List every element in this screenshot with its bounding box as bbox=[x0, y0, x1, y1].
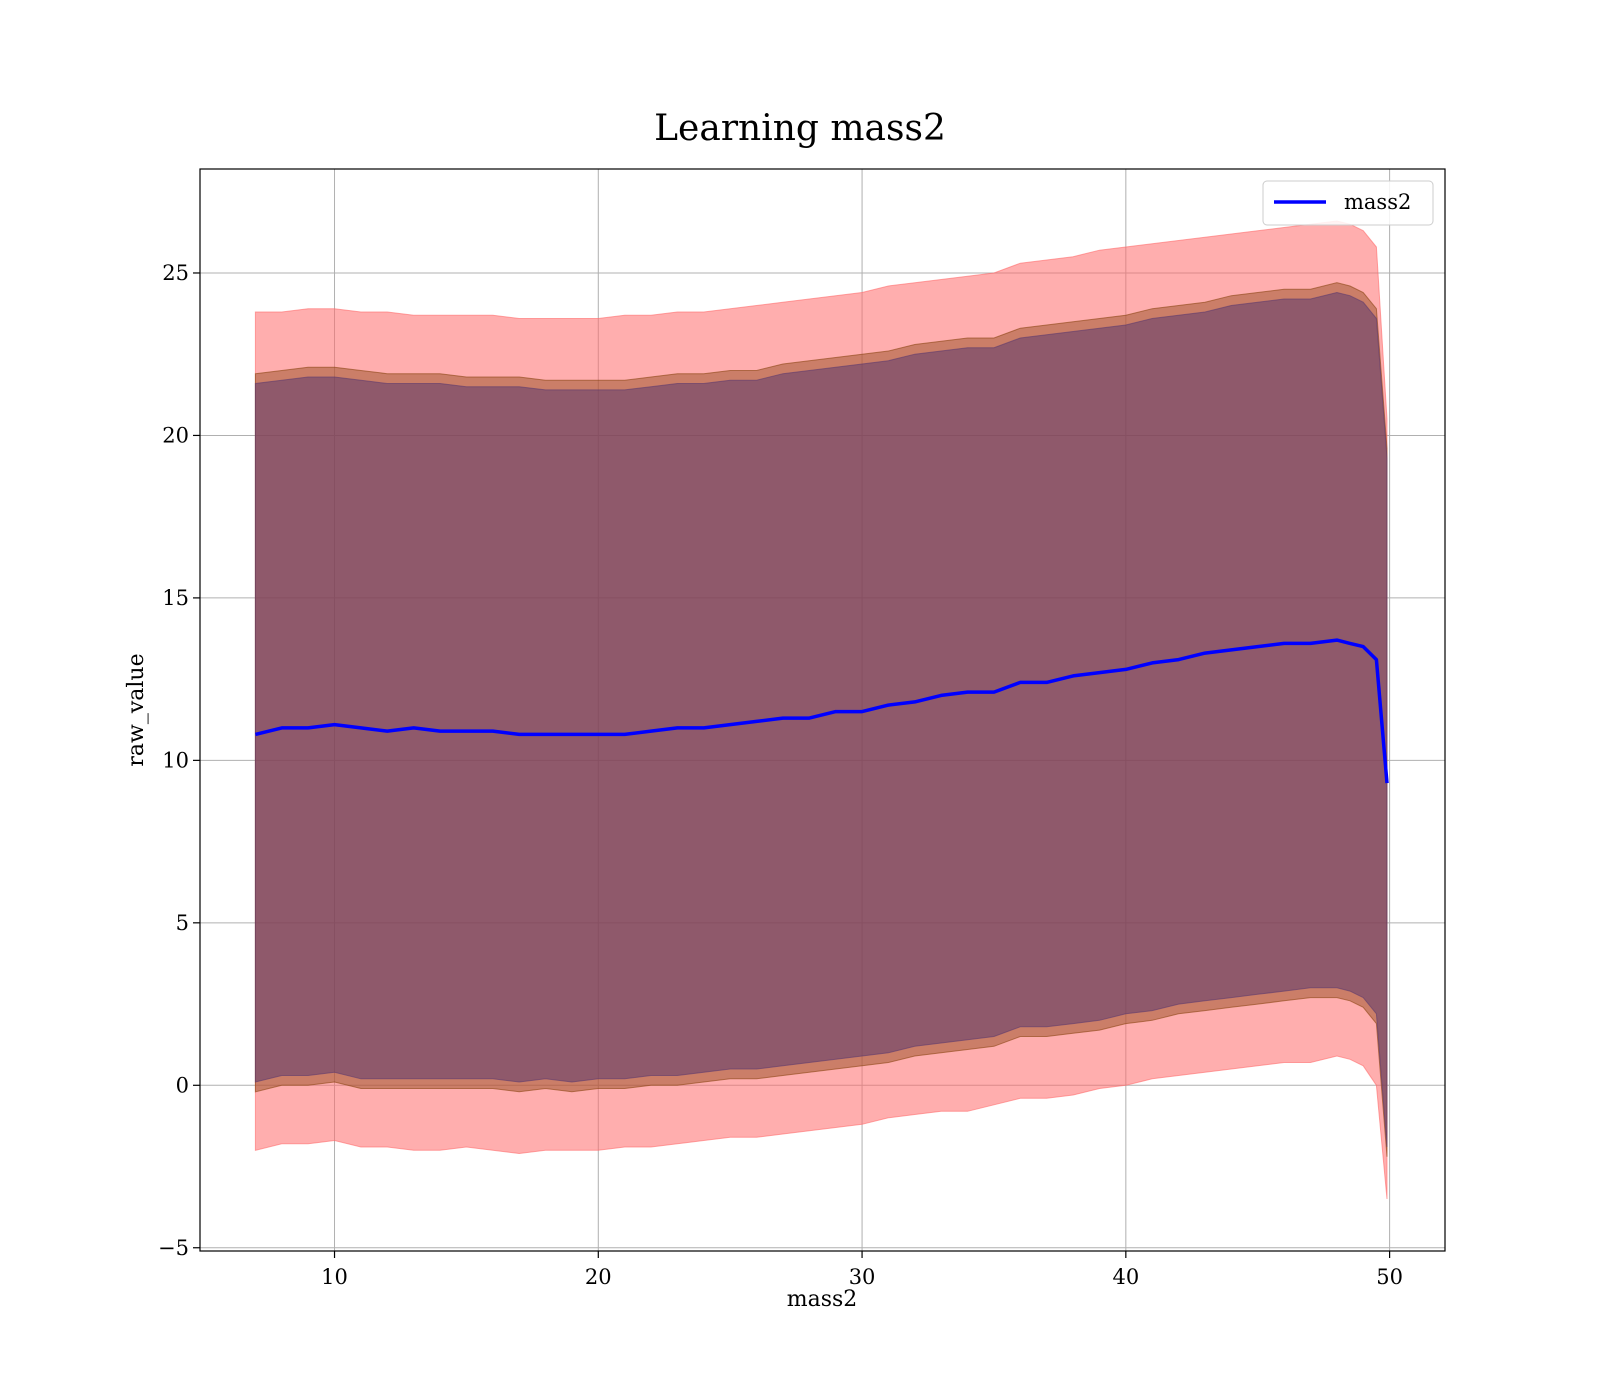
y-tick-label: −5 bbox=[158, 1236, 189, 1260]
bands bbox=[254, 220, 1388, 1200]
legend-box bbox=[1262, 180, 1434, 226]
x-tick-label: 20 bbox=[585, 1265, 612, 1289]
x-tick-label: 50 bbox=[1376, 1265, 1403, 1289]
y-tick-label: 20 bbox=[162, 423, 189, 447]
x-tick-label: 40 bbox=[1112, 1265, 1139, 1289]
y-tick-label: 10 bbox=[162, 748, 189, 772]
plot-frame bbox=[199, 168, 1446, 1252]
confidence-band bbox=[254, 291, 1388, 1148]
y-axis-label: raw_value bbox=[124, 653, 149, 766]
x-tick-label: 10 bbox=[321, 1265, 348, 1289]
y-tick-label: 0 bbox=[176, 1073, 189, 1097]
legend: mass2 bbox=[1262, 180, 1434, 226]
y-tick-label: 15 bbox=[162, 586, 189, 610]
series-lines bbox=[254, 638, 1389, 784]
chart-title: Learning mass2 bbox=[654, 108, 946, 149]
series-line-mass2 bbox=[254, 638, 1389, 784]
y-tick-label: 25 bbox=[162, 261, 189, 285]
y-tick-label: 5 bbox=[176, 911, 189, 935]
y-axis-ticks: −5 0 5 10 15 20 25 bbox=[158, 261, 200, 1260]
x-axis-ticks: 10 20 30 40 50 bbox=[321, 1251, 1403, 1289]
x-tick-label: 30 bbox=[849, 1265, 876, 1289]
legend-label: mass2 bbox=[1344, 190, 1411, 214]
x-axis-label: mass2 bbox=[787, 1287, 858, 1312]
